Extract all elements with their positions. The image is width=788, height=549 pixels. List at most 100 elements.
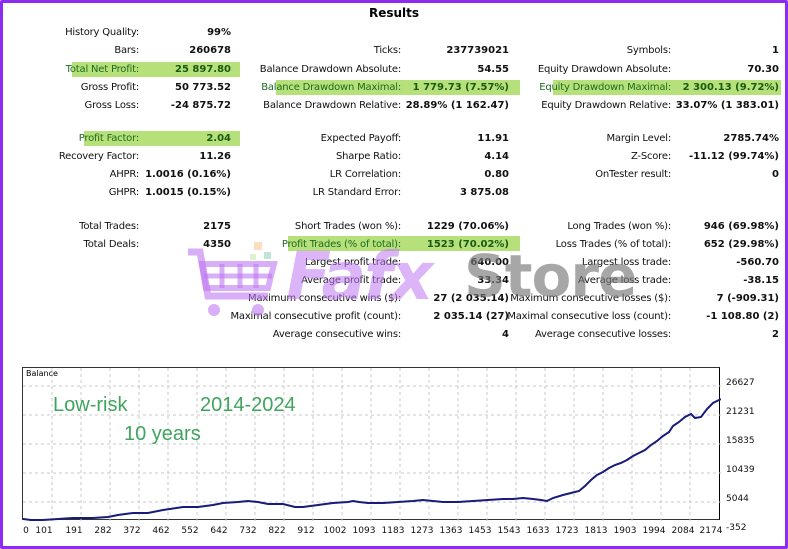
stat-value: 2.04	[206, 133, 231, 144]
y-tick: 10439	[726, 465, 755, 475]
stat-label: Short Trades (won %):	[294, 221, 401, 232]
highlight-total-net-profit	[72, 62, 240, 77]
x-tick: 1093	[352, 526, 376, 536]
stat-label: Maximal consecutive profit (count):	[230, 311, 401, 322]
stat-value: -560.70	[736, 257, 779, 268]
stat-label: Largest profit trade:	[304, 257, 401, 268]
x-tick: 822	[268, 526, 286, 536]
stat-value: 27 (2 035.14)	[433, 293, 509, 304]
stat-label: LR Correlation:	[329, 169, 401, 180]
stat-label: Long Trades (won %):	[567, 221, 671, 232]
highlight-profit-trades	[288, 236, 520, 251]
stat-label: Equity Drawdown Maximal:	[539, 82, 671, 93]
stat-history-quality: History Quality:	[0, 25, 139, 40]
x-tick: 101	[35, 526, 53, 536]
stat-value: 11.91	[477, 133, 509, 144]
stat-label: Recovery Factor:	[58, 151, 139, 162]
stat-label: Average consecutive wins:	[272, 329, 401, 340]
stat-label: Average profit trade:	[301, 275, 401, 286]
stat-label: Maximal consecutive loss (count):	[507, 311, 671, 322]
stat-value: 1	[772, 45, 779, 56]
stat-value: -1 108.80 (2)	[706, 311, 779, 322]
stat-value: 70.30	[747, 64, 779, 75]
stat-value: 2 300.13 (9.72%)	[682, 82, 779, 93]
stat-label: Gross Profit:	[80, 82, 139, 93]
stat-label: Expected Payoff:	[320, 133, 402, 144]
stat-label: AHPR:	[109, 169, 140, 180]
stat-label: Total Deals:	[83, 239, 140, 250]
x-tick: 1183	[381, 526, 405, 536]
x-tick: 2084	[671, 526, 695, 536]
chart-annotation-duration: 10 years	[124, 423, 201, 445]
x-tick: 1903	[613, 526, 637, 536]
stat-value: 1229 (70.06%)	[426, 221, 509, 232]
stat-label: Total Net Profit:	[65, 64, 140, 75]
y-tick: 15835	[726, 436, 755, 446]
x-tick: 462	[152, 526, 170, 536]
x-tick: 552	[181, 526, 199, 536]
stat-label: Equity Drawdown Relative:	[541, 100, 671, 111]
stat-label: Ticks:	[373, 45, 401, 56]
stat-value: 50 773.52	[175, 82, 231, 93]
stat-label: Gross Loss:	[84, 100, 140, 111]
stat-label: Balance Drawdown Absolute:	[259, 64, 401, 75]
stat-label: Balance Drawdown Relative:	[263, 100, 401, 111]
stat-label: Average consecutive losses:	[535, 329, 671, 340]
page-title: Results	[368, 6, 420, 20]
balance-plot	[23, 368, 721, 521]
stat-value: 652 (29.98%)	[703, 239, 779, 250]
stat-value: 1523 (70.02%)	[426, 239, 509, 250]
stat-label: Z-Score:	[630, 151, 671, 162]
x-tick: 1363	[439, 526, 463, 536]
stat-label: Equity Drawdown Absolute:	[537, 64, 671, 75]
x-tick: 1633	[526, 526, 550, 536]
x-tick: 372	[123, 526, 141, 536]
chart-title: Balance	[26, 369, 58, 378]
stat-label: History Quality:	[65, 27, 139, 38]
stat-value: 33.07% (1 383.01)	[675, 100, 779, 111]
stat-value: 11.26	[199, 151, 231, 162]
stat-value: 4350	[203, 239, 231, 250]
stat-label: Profit Factor:	[78, 133, 139, 144]
highlight-profit-factor	[84, 131, 240, 146]
stat-label: LR Standard Error:	[312, 187, 402, 198]
balance-chart: Balance Low-risk 2014-2024 10 years	[22, 367, 721, 521]
y-tick: -352	[726, 523, 747, 533]
chart-annotation-risk: Low-risk	[53, 394, 128, 416]
stat-value: 99%	[207, 27, 231, 38]
stat-value: 2175	[203, 221, 231, 232]
stat-value: 946 (69.98%)	[703, 221, 779, 232]
stat-value: 4	[502, 329, 509, 340]
stat-value: 4.14	[484, 151, 509, 162]
stat-label: Profit Trades (% of total):	[281, 239, 401, 250]
x-tick: 1453	[468, 526, 492, 536]
y-tick: 5044	[726, 494, 749, 504]
stat-label: Sharpe Ratio:	[335, 151, 401, 162]
stat-value: -11.12 (99.74%)	[688, 151, 779, 162]
stat-label: Maximum consecutive wins ($):	[248, 293, 401, 304]
x-tick: 1543	[497, 526, 521, 536]
stat-label: Margin Level:	[606, 133, 672, 144]
stat-value: -24 875.72	[170, 100, 231, 111]
x-tick: 2174	[699, 526, 723, 536]
x-tick: 1723	[555, 526, 579, 536]
stat-value: 33.34	[477, 275, 509, 286]
stat-label: Largest loss trade:	[581, 257, 671, 268]
x-tick: 642	[210, 526, 228, 536]
stat-value: 2 035.14 (27)	[433, 311, 509, 322]
stat-value: 1 779.73 (7.57%)	[412, 82, 509, 93]
x-tick: 1002	[323, 526, 347, 536]
stat-value: 260678	[189, 45, 231, 56]
stat-label: Bars:	[114, 45, 139, 56]
x-tick: 912	[297, 526, 315, 536]
stat-value: 237739021	[446, 45, 509, 56]
stat-label: Symbols:	[626, 45, 671, 56]
x-tick: 732	[239, 526, 257, 536]
stat-value: 2	[772, 329, 779, 340]
stat-value: 7 (-909.31)	[716, 293, 779, 304]
chart-annotation-period: 2014-2024	[200, 394, 296, 416]
y-tick: 21231	[726, 407, 755, 417]
stat-label: GHPR:	[108, 187, 140, 198]
stat-label: OnTester result:	[595, 169, 671, 180]
stat-value: -38.15	[743, 275, 779, 286]
